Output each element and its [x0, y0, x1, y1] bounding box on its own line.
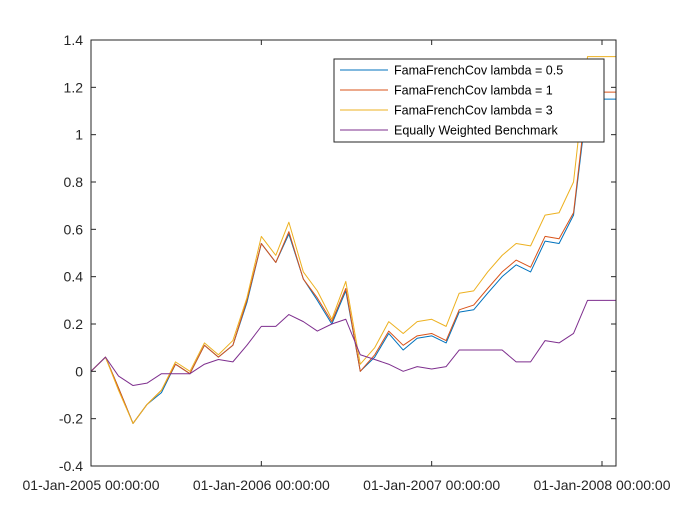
legend-label-4: Equally Weighted Benchmark: [394, 124, 558, 138]
y-tick-label: 1: [75, 127, 83, 143]
legend: FamaFrenchCov lambda = 0.5 FamaFrenchCov …: [333, 58, 605, 143]
series-lines: [90, 56, 616, 424]
y-tick-label: -0.2: [59, 411, 83, 427]
legend-label-1: FamaFrenchCov lambda = 0.5: [394, 64, 563, 78]
legend-label-2: FamaFrenchCov lambda = 1: [394, 84, 553, 98]
x-tick-label: 01-Jan-2005 00:00:00: [23, 477, 160, 493]
axes-box: [90, 39, 617, 467]
x-tick-label: 01-Jan-2007 00:00:00: [363, 477, 500, 493]
y-tick-label: 0.2: [64, 316, 84, 332]
x-tick-label: 01-Jan-2008 00:00:00: [534, 477, 671, 493]
y-tick-label: -0.4: [59, 458, 83, 474]
y-tick-label: 0.6: [64, 221, 84, 237]
series-line-2: [90, 91, 616, 424]
y-tick-label: 1.4: [64, 32, 84, 48]
series-line-3: [90, 56, 616, 424]
legend-box: [333, 58, 605, 143]
y-tick-label: 0.8: [64, 174, 84, 190]
series-line-4: [90, 299, 616, 387]
y-tick-label: 1.2: [64, 79, 84, 95]
x-tick-label: 01-Jan-2006 00:00:00: [193, 477, 330, 493]
y-tick-label: 0: [75, 363, 83, 379]
legend-label-3: FamaFrenchCov lambda = 3: [394, 104, 553, 118]
y-tick-label: 0.4: [64, 269, 84, 285]
axes: -0.4 -0.2 0 0.2 0.4 0.6 0.8 1 1.2 1.4 01-Jan-2005 …: [23, 32, 671, 493]
